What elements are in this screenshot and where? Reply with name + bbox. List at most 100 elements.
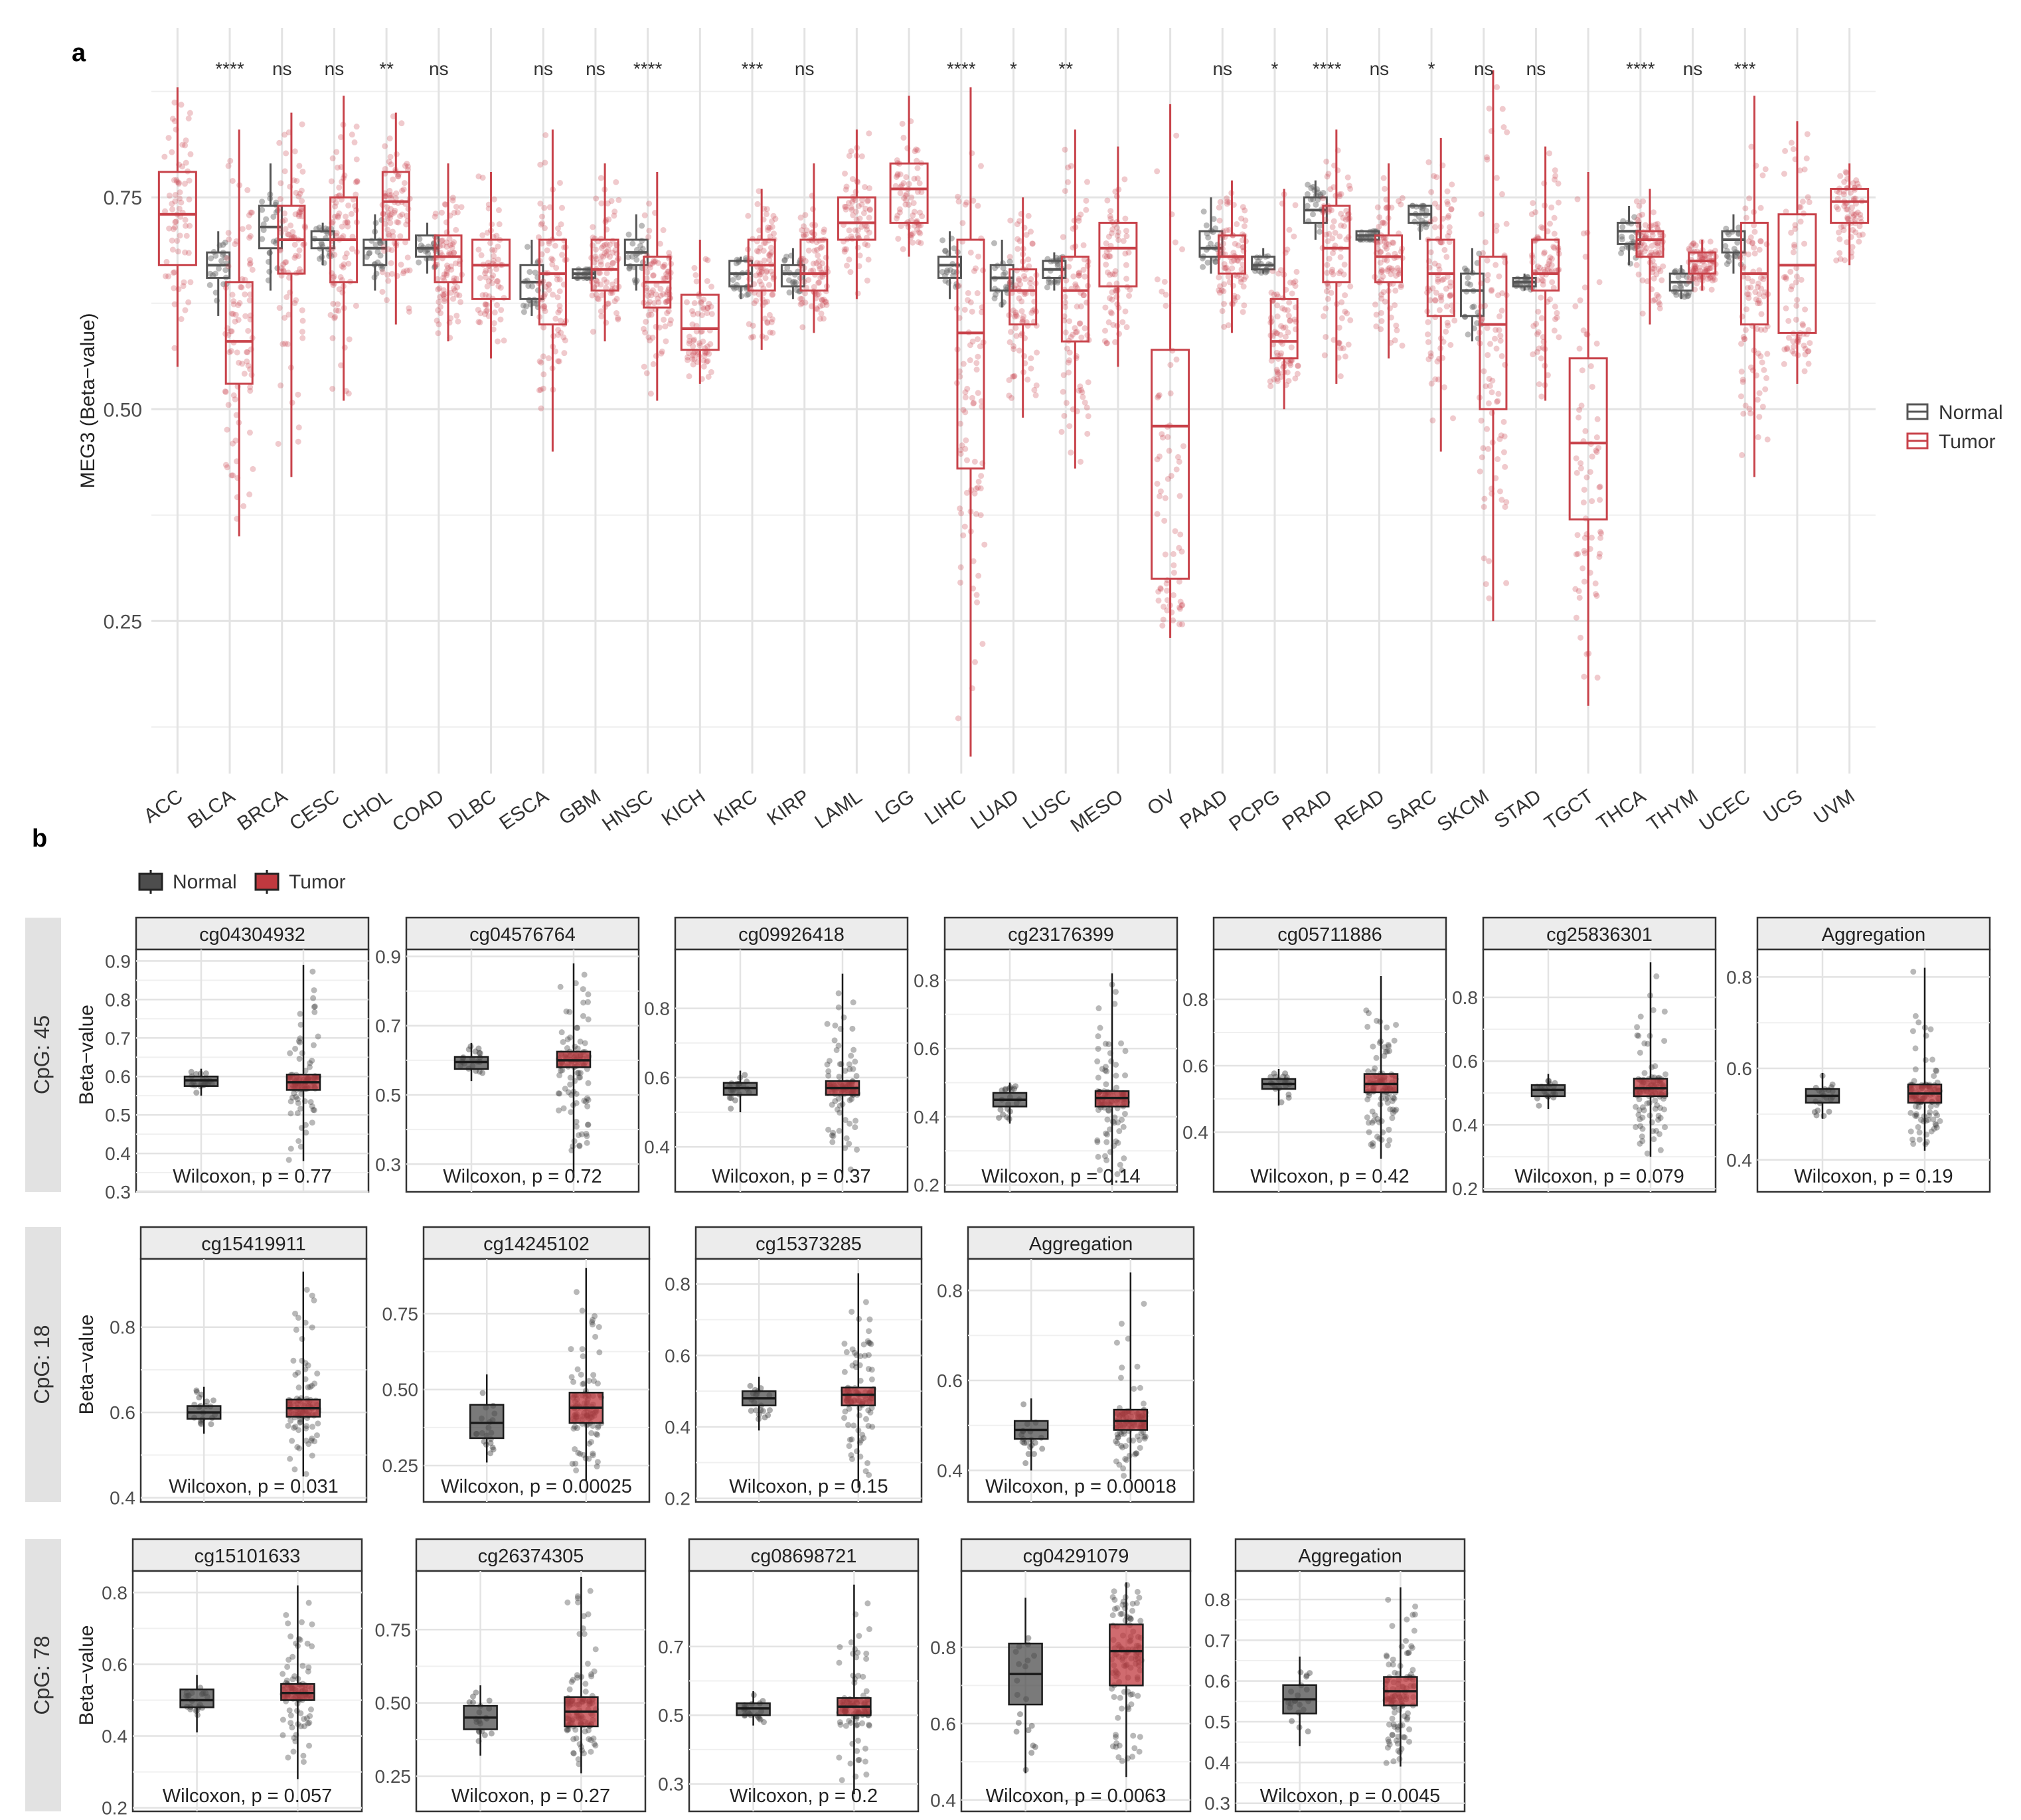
tumor-point xyxy=(1007,339,1013,345)
tumor-point xyxy=(1661,1008,1668,1015)
tumor-point xyxy=(182,216,189,223)
tumor-point xyxy=(246,297,253,303)
tumor-point xyxy=(546,286,552,293)
tumor-point xyxy=(1436,266,1443,273)
tumor-point xyxy=(1532,209,1539,216)
tumor-point xyxy=(1928,1128,1935,1135)
tumor-point xyxy=(1112,989,1119,995)
normal-point xyxy=(1722,243,1729,250)
tumor-point xyxy=(1119,319,1126,325)
tumor-point xyxy=(1325,238,1331,244)
tumor-point xyxy=(572,1424,578,1430)
tumor-point xyxy=(278,180,284,187)
tumor-point xyxy=(649,334,656,341)
tumor-point xyxy=(479,232,486,238)
tumor-point xyxy=(230,472,236,479)
tumor-point xyxy=(1633,1123,1639,1130)
tumor-point xyxy=(238,284,244,290)
tumor-point xyxy=(1502,463,1508,470)
y-tick-label: 0.4 xyxy=(105,1143,131,1164)
tumor-point xyxy=(282,341,289,347)
tumor-point xyxy=(836,1073,843,1080)
tumor-point xyxy=(280,261,287,268)
tumor-point xyxy=(1481,503,1487,510)
tumor-point xyxy=(1916,1129,1923,1135)
tumor-point xyxy=(1383,245,1390,252)
tumor-point xyxy=(852,1117,859,1124)
tumor-point xyxy=(694,310,701,317)
tumor-point xyxy=(309,1292,315,1299)
tumor-point xyxy=(483,307,489,314)
tumor-point xyxy=(651,259,657,266)
tumor-point xyxy=(334,164,341,171)
tumor-point xyxy=(1764,351,1771,357)
tumor-point xyxy=(1655,293,1662,300)
tumor-point xyxy=(481,311,488,317)
tumor-point xyxy=(225,163,232,169)
normal-point xyxy=(786,290,793,296)
tumor-point xyxy=(911,175,918,182)
tumor-point xyxy=(394,218,400,225)
tumor-point xyxy=(1503,220,1510,227)
tumor-point xyxy=(440,292,447,299)
tumor-point xyxy=(754,248,760,254)
normal-point xyxy=(207,270,214,277)
tumor-point xyxy=(1274,369,1281,375)
tumor-point xyxy=(1347,283,1354,290)
tumor-point xyxy=(291,241,298,248)
tumor-point xyxy=(441,295,447,302)
tumor-point xyxy=(454,284,461,291)
tumor-point xyxy=(961,306,968,313)
tumor-point xyxy=(1445,322,1451,329)
tumor-point xyxy=(1915,1019,1922,1026)
tumor-point xyxy=(299,1336,305,1343)
significance-label: ** xyxy=(1058,58,1073,79)
tumor-point xyxy=(541,305,548,311)
tumor-point xyxy=(490,272,497,279)
normal-point xyxy=(639,222,645,229)
tumor-point xyxy=(285,1157,292,1163)
tumor-point xyxy=(848,1052,854,1059)
tumor-point xyxy=(491,252,497,259)
tumor-point xyxy=(1126,292,1133,299)
tumor-point xyxy=(665,308,672,315)
tumor-point xyxy=(662,323,669,330)
tumor-point xyxy=(1380,289,1387,295)
tumor-point xyxy=(1530,323,1537,329)
tumor-point xyxy=(1910,968,1917,975)
tumor-point xyxy=(447,242,453,248)
tumor-point xyxy=(330,197,337,203)
tumor-point xyxy=(458,204,465,210)
tumor-point xyxy=(345,390,352,397)
tumor-point xyxy=(801,223,807,230)
tumor-point xyxy=(1441,384,1447,390)
tumor-point xyxy=(388,247,395,254)
tumor-point xyxy=(963,437,969,444)
tumor-point xyxy=(1495,456,1501,463)
tumor-point xyxy=(1547,296,1554,303)
tumor-point xyxy=(1095,1046,1101,1052)
tumor-point xyxy=(554,225,561,232)
tumor-point xyxy=(384,272,391,278)
tumor-point xyxy=(1094,1139,1101,1145)
tumor-point xyxy=(1598,530,1605,537)
tumor-point xyxy=(690,336,697,343)
tumor-point xyxy=(381,248,388,254)
tumor-point xyxy=(1485,400,1492,406)
tumor-point xyxy=(1170,550,1176,557)
tumor-point xyxy=(1024,376,1031,383)
tumor-point xyxy=(918,240,924,246)
tumor-point xyxy=(1912,1045,1919,1052)
tumor-point xyxy=(1068,163,1074,169)
tumor-point xyxy=(1593,592,1600,599)
tumor-point xyxy=(388,161,394,168)
tumor-point xyxy=(1115,229,1121,236)
tumor-point xyxy=(975,572,982,579)
tumor-point xyxy=(545,281,552,288)
x-tick-label: THYM xyxy=(1643,786,1702,836)
tumor-point xyxy=(181,181,188,187)
